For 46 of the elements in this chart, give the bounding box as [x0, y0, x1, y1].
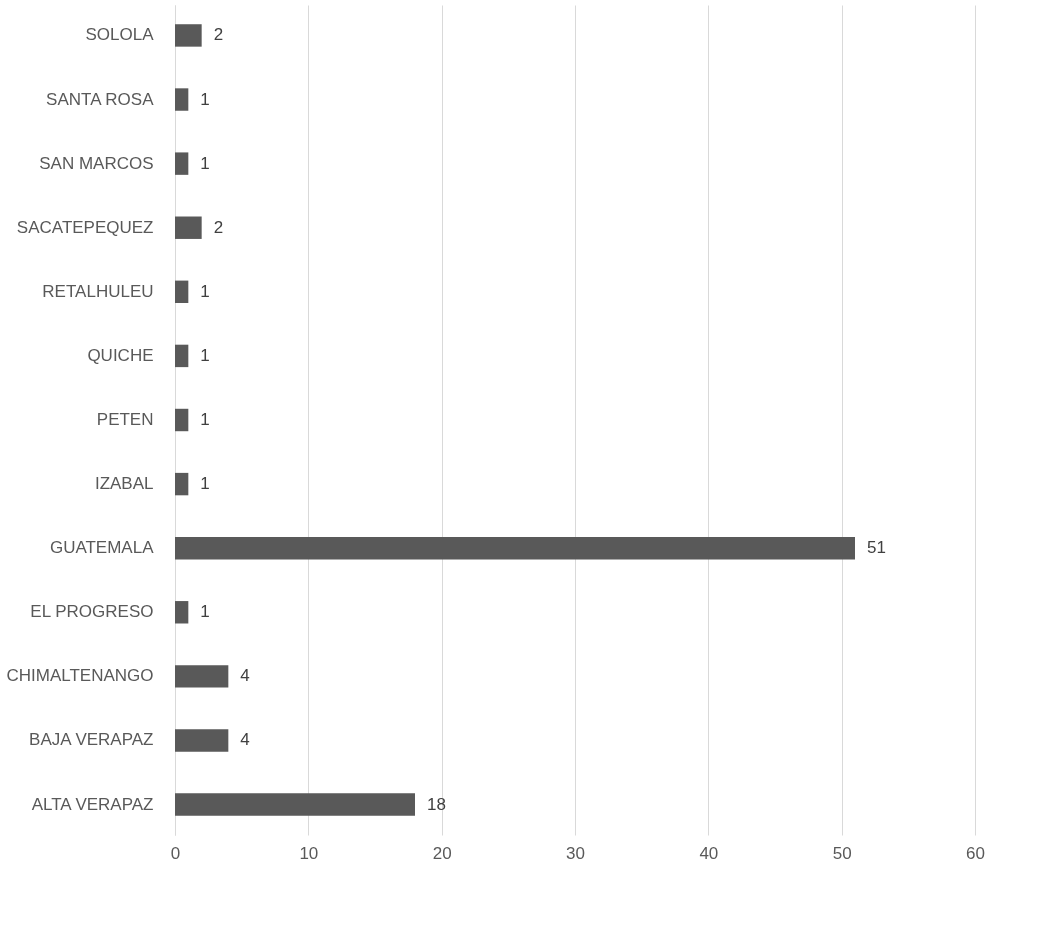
y-tick-label: RETALHULEU — [42, 281, 154, 301]
y-tick-label: IZABAL — [94, 474, 154, 494]
bar — [175, 88, 189, 111]
x-tick-label: 50 — [832, 843, 852, 863]
y-tick-label: BAJA VERAPAZ — [29, 730, 154, 750]
y-tick-label: GUATEMALA — [49, 538, 155, 558]
y-tick-label: CHIMALTENANGO — [6, 666, 154, 686]
bar — [175, 536, 855, 560]
data-label: 2 — [213, 25, 224, 45]
y-tick-label: SACATEPEQUEZ — [16, 217, 154, 237]
data-label: 1 — [200, 153, 210, 173]
x-tick-label: 40 — [699, 843, 719, 863]
y-tick-label: SAN MARCOS — [39, 153, 154, 173]
bar — [175, 729, 229, 752]
x-tick-label: 20 — [432, 843, 452, 863]
data-label: 18 — [427, 794, 446, 814]
bar — [175, 665, 229, 688]
data-label: 1 — [200, 474, 210, 494]
data-label: 1 — [200, 281, 210, 301]
x-tick-label: 0 — [170, 843, 181, 863]
bar — [175, 601, 189, 624]
data-label: 1 — [200, 410, 210, 429]
y-tick-label: SANTA ROSA — [46, 89, 155, 109]
y-tick-label: EL PROGRESO — [30, 602, 154, 622]
data-label: 1 — [200, 345, 210, 365]
y-tick-label: PETEN — [96, 410, 154, 429]
bar — [175, 472, 189, 496]
data-label: 2 — [213, 217, 224, 237]
y-tick-label: SOLOLA — [85, 25, 155, 45]
bar — [175, 344, 189, 368]
bar — [175, 793, 415, 816]
data-label: 1 — [200, 89, 210, 109]
data-label: 4 — [240, 666, 250, 686]
bar — [175, 280, 189, 304]
y-tick-label: QUICHE — [87, 345, 154, 365]
bar — [175, 408, 189, 432]
bar — [175, 216, 202, 239]
bar — [175, 152, 189, 175]
data-label: 51 — [867, 538, 886, 558]
data-label: 4 — [240, 730, 250, 750]
data-label: 1 — [200, 602, 210, 622]
x-tick-label: 10 — [299, 843, 319, 863]
y-tick-label: ALTA VERAPAZ — [31, 794, 154, 814]
x-tick-label: 30 — [566, 843, 585, 863]
bar — [175, 24, 202, 47]
x-tick-label: 60 — [966, 843, 985, 863]
